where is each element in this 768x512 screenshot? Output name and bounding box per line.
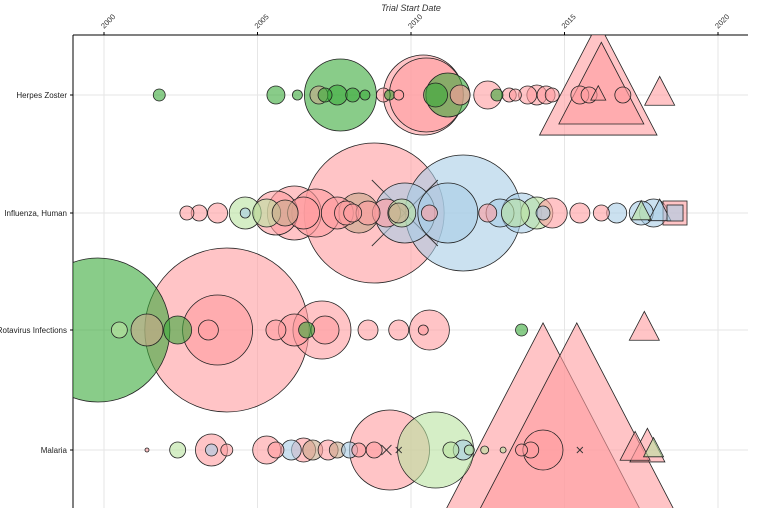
bubble-marker bbox=[499, 446, 507, 454]
bubble-marker bbox=[569, 202, 591, 224]
bubble-marker bbox=[359, 89, 371, 101]
bubble-marker bbox=[592, 204, 610, 222]
bubble-marker bbox=[152, 88, 166, 102]
x-tick-label: 2020 bbox=[713, 12, 731, 30]
bubble-marker bbox=[205, 443, 218, 457]
bubble-marker bbox=[110, 321, 128, 339]
x-tick-label: 2005 bbox=[253, 12, 271, 30]
bubble-marker bbox=[614, 86, 632, 104]
bubble-marker bbox=[298, 321, 316, 339]
bubble-marker bbox=[449, 84, 471, 106]
bubble-marker bbox=[515, 443, 528, 457]
bubble-marker bbox=[343, 203, 363, 223]
bubble-marker bbox=[239, 207, 251, 219]
bubble-marker bbox=[535, 205, 551, 221]
bubble-marker bbox=[207, 202, 228, 224]
bubble-marker bbox=[267, 441, 285, 459]
bubble-marker bbox=[388, 319, 410, 341]
bubble-marker bbox=[480, 445, 490, 455]
y-category-label: Malaria bbox=[41, 446, 68, 455]
bubble-marker bbox=[292, 89, 303, 101]
triangle-marker bbox=[644, 75, 676, 106]
triangle-marker bbox=[628, 310, 660, 341]
bubble-marker bbox=[417, 182, 479, 244]
cross-marker bbox=[395, 446, 403, 454]
triangle-marker bbox=[590, 84, 607, 101]
y-category-label: Rotavirus Infections bbox=[0, 326, 67, 335]
bubble-marker bbox=[351, 442, 367, 458]
x-tick-label: 2010 bbox=[406, 12, 424, 30]
bubble-marker bbox=[508, 88, 522, 102]
bubble-marker bbox=[478, 203, 498, 223]
x-tick-label: 2000 bbox=[99, 12, 117, 30]
bubble-marker bbox=[409, 309, 450, 351]
bubble-marker bbox=[515, 323, 528, 337]
x-tick-label: 2015 bbox=[560, 12, 578, 30]
bubble-marker bbox=[220, 443, 234, 457]
bubble-marker bbox=[393, 89, 405, 101]
triangle-marker bbox=[642, 436, 665, 458]
bubble-marker bbox=[169, 441, 187, 459]
bubble-marker bbox=[417, 324, 429, 336]
bubble-marker bbox=[179, 205, 195, 221]
bubble-marker bbox=[144, 447, 150, 453]
bubble-marker bbox=[345, 87, 361, 103]
bubble-marker bbox=[544, 87, 560, 103]
cross-marker bbox=[576, 446, 584, 454]
bubble-marker bbox=[265, 319, 287, 341]
data-marks bbox=[73, 35, 688, 508]
bubble-marker bbox=[317, 87, 333, 103]
bubble-marker bbox=[463, 444, 475, 456]
bubble-marker bbox=[500, 198, 530, 228]
bubble-marker bbox=[365, 441, 383, 459]
chart-title: Trial Start Date bbox=[381, 3, 441, 13]
cross-marker bbox=[381, 444, 392, 456]
bubble-marker bbox=[163, 315, 193, 345]
bubble-marker bbox=[197, 319, 219, 341]
bubble-marker bbox=[388, 202, 410, 224]
bubble-marker bbox=[384, 89, 395, 101]
triangle-marker bbox=[647, 198, 672, 222]
bubble-marker bbox=[490, 88, 504, 102]
axes: 2000 2005 2010 2015 2020 Herpes Zoster Influen… bbox=[0, 12, 748, 508]
square-marker bbox=[666, 204, 684, 222]
triangle-marker bbox=[619, 430, 651, 461]
bubble-marker bbox=[266, 85, 286, 105]
bubble-marker bbox=[423, 82, 448, 108]
bubble-marker bbox=[357, 319, 379, 341]
triangle-marker bbox=[630, 199, 652, 221]
bubble-marker bbox=[271, 199, 299, 227]
bubble-marker bbox=[421, 204, 438, 222]
y-category-label: Herpes Zoster bbox=[16, 91, 67, 100]
bubble-marker bbox=[442, 441, 460, 459]
bubble-marker bbox=[130, 313, 164, 347]
bubble-marker bbox=[310, 315, 340, 345]
y-category-label: Influenza, Human bbox=[4, 209, 67, 218]
